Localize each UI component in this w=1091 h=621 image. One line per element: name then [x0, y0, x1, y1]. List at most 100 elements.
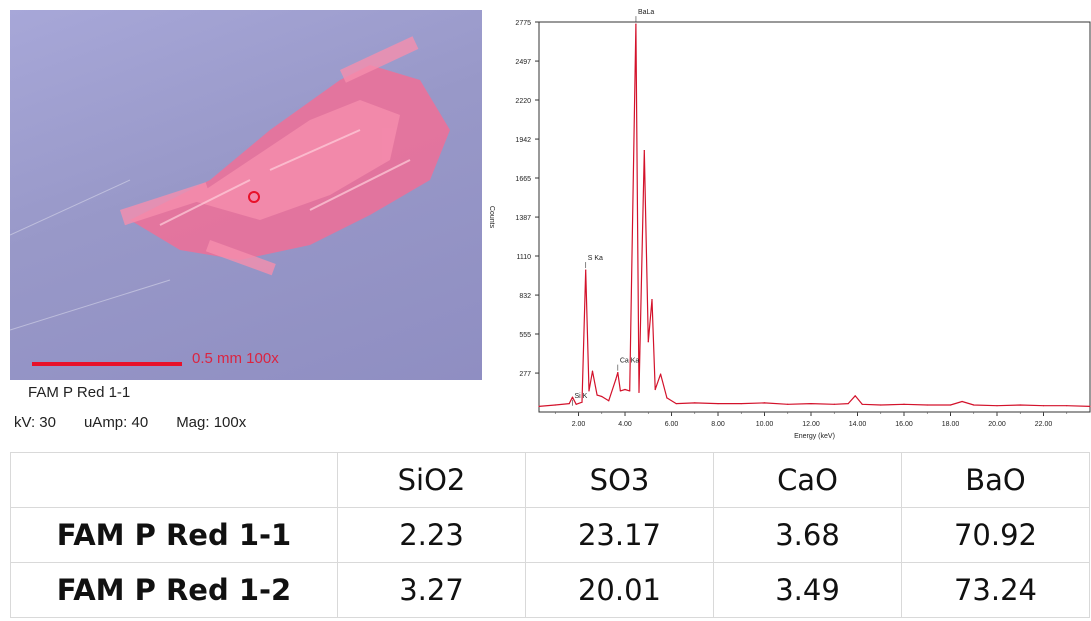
y-tick-label: 1665 — [515, 176, 531, 183]
spectrum-point — [654, 388, 656, 391]
spectrum-point — [787, 403, 789, 405]
spectrum-point — [651, 298, 653, 301]
x-tick-label: 6.00 — [665, 421, 679, 428]
table-cell: 3.68 — [713, 507, 902, 563]
y-tick-label: 1110 — [516, 254, 531, 261]
spectrum-point — [880, 404, 882, 406]
y-tick-label: 1387 — [515, 215, 531, 222]
spectrum-point — [810, 402, 812, 405]
table-header-cell: CaO — [713, 452, 902, 508]
y-tick-label: 555 — [519, 332, 531, 339]
table-cell: 70.92 — [901, 507, 1090, 563]
x-tick-label: 8.00 — [711, 421, 725, 428]
table-cell: 73.24 — [901, 562, 1090, 618]
spectrum-point — [1019, 404, 1021, 406]
spectrum-point — [659, 373, 662, 375]
x-tick-label: 16.00 — [895, 421, 913, 428]
table-header-cell: SiO2 — [337, 452, 526, 508]
spectrum-point — [635, 23, 637, 25]
spectrum-point — [973, 404, 975, 406]
spectrum-point — [854, 395, 856, 397]
spectrum-point — [554, 404, 556, 406]
spectrum-point — [717, 402, 719, 405]
table-cell: 2.23 — [337, 507, 526, 563]
x-tick-label: 2.00 — [572, 421, 586, 428]
x-tick-label: 20.00 — [988, 421, 1006, 428]
scale-label: 0.5 mm 100x — [192, 350, 279, 367]
spectrum-point — [581, 401, 583, 403]
acquisition-params: kV: 30 uAmp: 40 Mag: 100x — [14, 414, 274, 431]
uamp-value: uAmp: 40 — [83, 414, 149, 431]
table-row: FAM P Red 1-1 2.23 23.17 3.68 70.92 — [10, 507, 1090, 563]
table-header-row: SiO2 SO3 CaO BaO — [10, 452, 1090, 508]
spectrum-point — [861, 403, 863, 405]
spectrum-point — [694, 402, 696, 404]
y-axis-label: Counts — [488, 206, 495, 229]
y-tick-label: 832 — [519, 293, 531, 300]
table-cell: 20.01 — [525, 562, 714, 618]
spectrum-point — [638, 391, 640, 393]
x-axis-label: Energy (keV) — [794, 433, 835, 440]
y-tick-label: 2775 — [515, 20, 531, 27]
spectrum-point — [588, 390, 590, 392]
spectrum-point — [833, 403, 835, 405]
peak-label: BaLa — [638, 9, 654, 16]
spectrum-point — [675, 402, 677, 405]
spectrum-point — [763, 402, 766, 404]
spectrum-point — [643, 149, 645, 152]
table-cell: FAM P Red 1-2 — [10, 562, 338, 618]
spectrum-point — [847, 402, 849, 405]
micrograph-image: 0.5 mm 100x — [10, 10, 482, 380]
spectrum-point — [961, 400, 963, 403]
micrograph-particles — [10, 36, 450, 331]
spectrum-point — [615, 379, 617, 381]
table-header-cell: SO3 — [525, 452, 714, 508]
peak-label: Si K — [574, 393, 587, 400]
spectrum-point — [949, 404, 952, 406]
spectrum-point — [926, 404, 928, 406]
y-tick-label: 1942 — [515, 137, 531, 144]
spectrum-point — [666, 397, 668, 399]
plot-frame — [538, 21, 1091, 413]
spectrum-point — [538, 405, 540, 407]
scale-bar — [32, 362, 182, 366]
spectrum-point — [601, 395, 603, 398]
spectrum-point — [608, 400, 610, 402]
composition-table: SiO2 SO3 CaO BaO FAM P Red 1-1 2.23 23.1… — [10, 452, 1090, 618]
table-header-cell: BaO — [901, 452, 1090, 508]
x-tick-label: 12.00 — [802, 421, 820, 428]
table-cell: 23.17 — [525, 507, 714, 563]
spectrum-point — [1089, 405, 1091, 407]
spectrum-point — [575, 403, 577, 405]
spectrum-point — [1066, 405, 1068, 407]
spectrum-point — [624, 388, 626, 391]
mag-value: Mag: 100x — [176, 414, 247, 431]
x-tick-label: 14.00 — [849, 421, 867, 428]
spectrum-point — [903, 403, 905, 405]
kv-value: kV: 30 — [14, 414, 56, 431]
spectrum-point — [647, 341, 649, 343]
spectrum-point — [619, 390, 621, 392]
x-tick-label: 10.00 — [756, 421, 774, 428]
spectrum-point — [617, 372, 619, 374]
table-header-cell — [10, 452, 338, 508]
y-tick-label: 277 — [519, 371, 531, 378]
spectrum-point — [596, 394, 598, 396]
spectrum-point — [585, 269, 587, 271]
sample-label: FAM P Red 1-1 — [28, 384, 131, 401]
x-tick-label: 4.00 — [618, 421, 632, 428]
y-tick-label: 2497 — [515, 59, 531, 66]
x-tick-label: 22.00 — [1035, 421, 1053, 428]
table-cell: FAM P Red 1-1 — [10, 507, 338, 563]
table-cell: 3.27 — [337, 562, 526, 618]
peak-label: Ca Ka — [620, 358, 640, 365]
spectrum-point — [1042, 405, 1045, 407]
y-tick-label: 2220 — [515, 98, 531, 105]
spectrum-point — [740, 402, 742, 405]
eds-spectrum-chart: 2775 2497 2220 1942 1665 1387 1110 832 555 277 2.0… — [488, 9, 1091, 440]
spectrum-point — [591, 370, 594, 372]
table-row: FAM P Red 1-2 3.27 20.01 3.49 73.24 — [10, 562, 1090, 618]
table-cell: 3.49 — [713, 562, 902, 618]
spectrum-point — [571, 396, 574, 398]
peak-label: S Ka — [588, 255, 603, 262]
